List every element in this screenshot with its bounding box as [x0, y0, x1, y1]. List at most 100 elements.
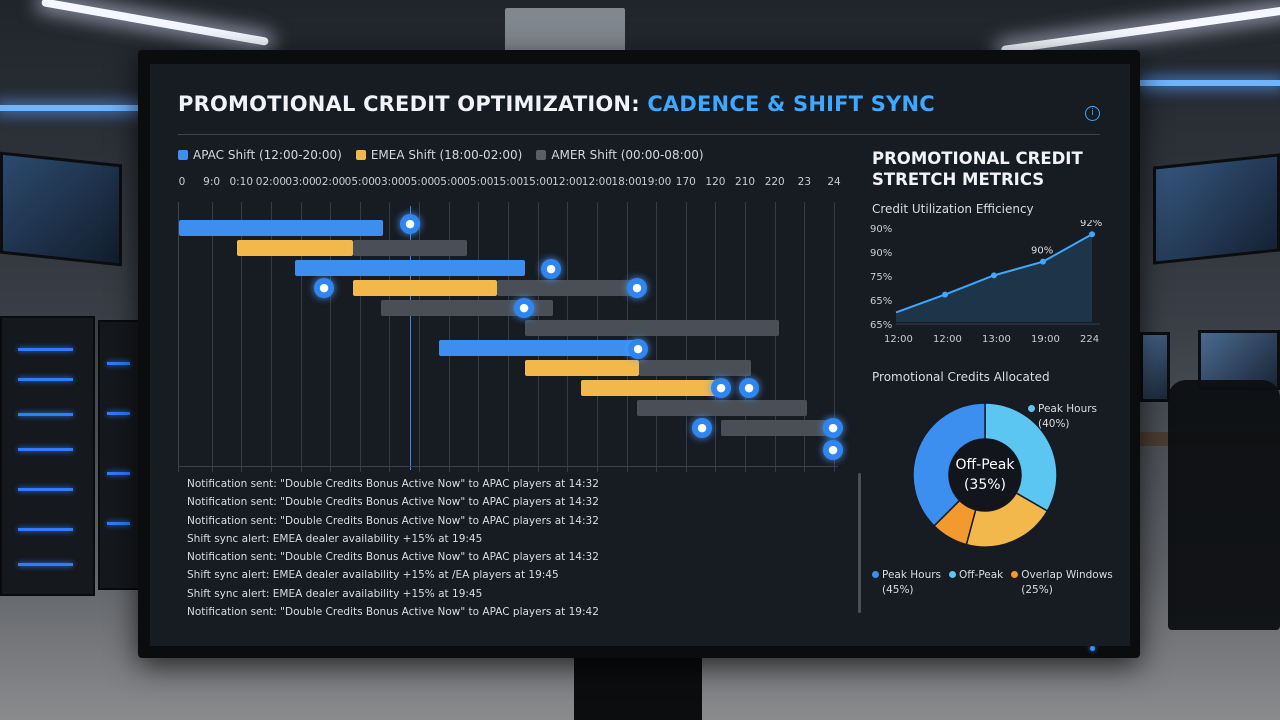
bell-icon[interactable]: ● — [823, 418, 843, 438]
legend-swatch — [178, 150, 188, 160]
x-tick-label: 13:00 — [982, 334, 1011, 345]
y-tick-label: 90% — [870, 224, 892, 235]
timeline-tick-label: 05:00 — [463, 176, 494, 188]
emea-shift-bar[interactable] — [237, 240, 353, 256]
emea-shift-bar[interactable] — [525, 360, 639, 376]
donut-legend-item[interactable]: Peak Hours (45%) — [872, 568, 941, 598]
peak-hours-callout: Peak Hours (40%) — [1028, 402, 1097, 432]
timeline-tick-label: 12:00 — [581, 176, 613, 188]
info-icon[interactable]: i — [1085, 106, 1100, 121]
log-entry: Shift sync alert: EMEA dealer availabili… — [187, 532, 483, 545]
line-chart-title: Credit Utilization Efficiency — [872, 202, 1034, 216]
bell-icon[interactable]: ● — [400, 214, 420, 234]
timeline-gridline — [626, 202, 628, 472]
timeline-gridline — [270, 202, 272, 472]
bell-icon[interactable]: ● — [711, 378, 731, 398]
donut-legend-label: Peak Hours — [882, 569, 942, 581]
amer-shift-bar[interactable] — [353, 240, 467, 256]
amer-shift-bar[interactable] — [525, 320, 779, 336]
timeline-gridline — [745, 202, 747, 472]
timeline-tick-label: 0 — [178, 176, 186, 188]
amer-shift-bar[interactable] — [497, 280, 637, 296]
shift-timeline: 0 9:0 0:10 02:00 03:00 02:00 05:00 03:00 05:00 05… — [178, 176, 843, 476]
y-tick-label: 65% — [870, 296, 892, 307]
x-tick-label: 12:00 — [933, 334, 962, 345]
emea-shift-bar[interactable] — [581, 380, 725, 396]
donut-legend-item[interactable]: Overlap Windows (25%) — [1011, 568, 1113, 598]
donut-legend-label: Off-Peak — [959, 569, 1004, 581]
timeline-gridline — [774, 202, 776, 472]
background-monitor — [1140, 332, 1170, 402]
log-entry: Notification sent: "Double Credits Bonus… — [187, 551, 599, 564]
legend-item-amer[interactable]: AMER Shift (00:00-08:00) — [536, 148, 704, 162]
timeline-gridline — [508, 202, 509, 472]
timeline-tick-label: 05:00 — [403, 176, 435, 188]
apac-shift-bar[interactable] — [295, 260, 525, 276]
timeline-tick-label: 170 — [675, 176, 696, 188]
timeline-gridline — [656, 202, 658, 472]
donut-center-label: Off-Peak (35%) — [910, 455, 1060, 495]
timeline-tick-label: 12:00 — [552, 176, 583, 188]
legend-label: AMER Shift (00:00-08:00) — [551, 148, 704, 162]
y-tick-label: 90% — [870, 248, 892, 259]
bell-icon[interactable]: ● — [628, 339, 648, 359]
amer-shift-bar[interactable] — [381, 300, 553, 316]
donut-center-value: (35%) — [963, 477, 1007, 493]
dashboard-screen: PROMOTIONAL CREDIT OPTIMIZATION: CADENCE… — [150, 64, 1130, 646]
y-tick-label: 65% — [870, 320, 892, 331]
amer-shift-bar[interactable] — [639, 360, 751, 376]
data-label: 92% — [1080, 220, 1102, 229]
timeline-tick-label: 24 — [827, 176, 841, 188]
amer-shift-bar[interactable] — [637, 400, 807, 416]
timeline-tick-label: 18:00 — [611, 176, 642, 188]
ceiling-light — [41, 0, 269, 46]
donut-legend: Peak Hours (45%) Off-Peak Overlap Window… — [872, 568, 1113, 598]
bell-icon[interactable]: ● — [739, 378, 759, 398]
timeline-gridline — [300, 202, 302, 472]
legend-item-apac[interactable]: APAC Shift (12:00-20:00) — [178, 148, 342, 162]
x-tick-label: 224 — [1080, 334, 1099, 345]
legend-item-emea[interactable]: EMEA Shift (18:00-02:00) — [355, 148, 522, 162]
monitor-stand — [574, 652, 702, 720]
bell-icon[interactable]: ● — [314, 278, 334, 298]
x-tick-label: 19:00 — [1031, 334, 1060, 345]
server-rack — [98, 320, 140, 590]
bell-icon[interactable]: ● — [541, 259, 561, 279]
header-divider — [178, 134, 1100, 135]
timeline-tick-label: 15:00 — [492, 176, 524, 188]
credits-donut-chart — [912, 402, 1058, 548]
callout-label: Peak Hours — [1038, 403, 1098, 415]
timeline-gridline — [211, 202, 213, 472]
legend-dot — [949, 571, 957, 578]
bell-icon[interactable]: ● — [823, 440, 843, 460]
callout-dot — [1028, 405, 1035, 412]
log-entry: Notification sent: "Double Credits Bonus… — [187, 496, 599, 509]
background-monitor — [1153, 153, 1280, 265]
callout-value: (40%) — [1038, 418, 1070, 430]
y-tick-label: 75% — [870, 272, 892, 283]
amer-shift-bar[interactable] — [721, 420, 835, 436]
bell-icon[interactable]: ● — [627, 278, 647, 298]
donut-legend-value: (25%) — [1021, 584, 1053, 596]
apac-shift-bar[interactable] — [439, 340, 639, 356]
timeline-gridline — [478, 202, 480, 472]
log-scrollbar[interactable] — [858, 473, 861, 613]
current-time-line — [410, 206, 411, 470]
timeline-tick-labels: 0 9:0 0:10 02:00 03:00 02:00 05:00 03:00 05:00 05… — [178, 176, 841, 192]
donut-legend-item[interactable]: Off-Peak — [949, 568, 1003, 598]
ceiling-vent — [505, 8, 625, 52]
apac-shift-bar[interactable] — [179, 220, 383, 236]
timeline-tick-label: 02:00 — [315, 176, 346, 188]
bell-icon[interactable]: ● — [692, 418, 712, 438]
title-accent: CADENCE & SHIFT SYNC — [647, 92, 935, 116]
bell-icon[interactable]: ● — [514, 298, 534, 318]
timeline-gridline — [241, 202, 243, 472]
timeline-tick-label: 9:0 — [203, 176, 221, 188]
emea-shift-bar[interactable] — [353, 280, 497, 296]
timeline-tick-label: 03:00 — [285, 176, 316, 188]
donut-hole — [949, 439, 1021, 511]
timeline-grid: ● ● ● ● ● ● ● ● ● ● ● — [178, 202, 843, 472]
page-title: PROMOTIONAL CREDIT OPTIMIZATION: CADENCE… — [178, 92, 935, 116]
office-chair — [1168, 380, 1280, 630]
notification-log: Notification sent: "Double Credits Bonus… — [178, 466, 861, 618]
